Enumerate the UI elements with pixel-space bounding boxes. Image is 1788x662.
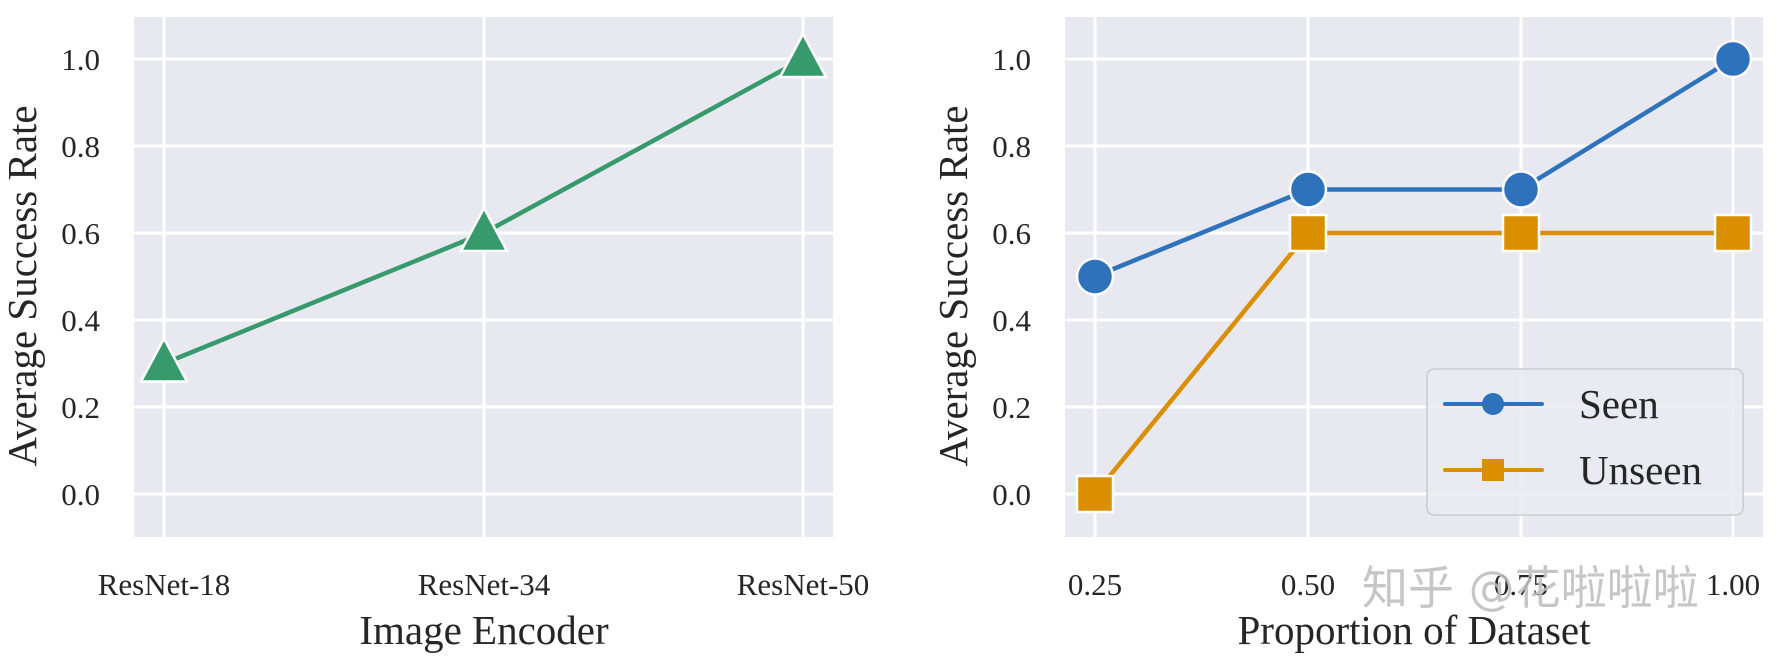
legend-unseen-square-icon: [1482, 459, 1504, 481]
x-tick-label: ResNet-18: [98, 567, 231, 602]
left-chart: 0.00.20.40.60.81.0 ResNet-18 ResNet-34 Res…: [0, 17, 869, 653]
left-y-axis-label: Average Success Rate: [0, 105, 45, 466]
y-tick-label: 0.0: [992, 477, 1031, 512]
square-marker-icon: [1288, 213, 1328, 253]
right-chart: 0.0 0.2 0.4 0.6 0.8 1.0 0.25 0.50 0.75 1.00 Seen…: [930, 17, 1763, 653]
y-tick-label: 0.6: [992, 216, 1031, 251]
left-x-ticks: ResNet-18 ResNet-34 ResNet-50: [98, 567, 870, 602]
legend-seen-label: Seen: [1579, 381, 1659, 427]
triangle-marker-icon: [138, 335, 190, 383]
x-tick-label: 0.25: [1068, 567, 1122, 602]
square-marker-icon: [1713, 213, 1753, 253]
y-tick-label: 1.0: [992, 42, 1031, 77]
x-tick-label: 0.75: [1494, 567, 1548, 602]
circle-marker-icon: [1288, 170, 1328, 209]
series-line-seen: [1094, 57, 1735, 279]
legend-entry-seen: Seen: [1443, 381, 1659, 427]
y-tick-label: 0.6: [61, 216, 100, 251]
left-series-line: [138, 31, 829, 383]
legend-entry-unseen: Unseen: [1443, 447, 1702, 493]
y-tick-label: 0.0: [61, 477, 100, 512]
right-series-lines: [1075, 39, 1753, 514]
x-tick-label: ResNet-50: [737, 567, 870, 602]
x-tick-label: 0.50: [1281, 567, 1335, 602]
circle-marker-icon: [1713, 39, 1753, 79]
legend: Seen Unseen: [1426, 368, 1744, 516]
right-x-axis-label: Proportion of Dataset: [1238, 607, 1592, 653]
y-tick-label: 1.0: [61, 42, 100, 77]
triangle-marker-icon: [458, 205, 510, 253]
y-tick-label: 0.2: [61, 390, 100, 425]
square-marker-icon: [1501, 213, 1541, 253]
y-tick-label: 0.2: [992, 390, 1031, 425]
legend-seen-circle-icon: [1482, 393, 1504, 415]
left-x-axis-label: Image Encoder: [359, 607, 609, 653]
square-marker-icon: [1075, 474, 1115, 514]
triangle-marker-icon: [777, 31, 829, 79]
right-y-axis-label: Average Success Rate: [930, 105, 976, 466]
y-tick-label: 0.4: [992, 303, 1031, 338]
x-tick-label: 1.00: [1706, 567, 1760, 602]
right-y-ticks: 0.0 0.2 0.4 0.6 0.8 1.0: [992, 42, 1031, 512]
series-line-unseen: [1093, 230, 1733, 496]
left-gridlines: [134, 17, 833, 537]
x-tick-label: ResNet-34: [418, 567, 551, 602]
right-x-ticks: 0.25 0.50 0.75 1.00: [1068, 567, 1760, 602]
circle-marker-icon: [1075, 257, 1115, 296]
legend-unseen-label: Unseen: [1579, 447, 1702, 493]
circle-marker-icon: [1501, 170, 1541, 209]
y-tick-label: 0.8: [61, 129, 100, 164]
y-tick-label: 0.4: [61, 303, 100, 338]
y-tick-label: 0.8: [992, 129, 1031, 164]
watermark-text: 知乎 @花啦啦啦: [1362, 561, 1699, 615]
left-y-ticks: 0.0 0.2 0.4 0.6 0.8 1.0: [61, 42, 100, 512]
